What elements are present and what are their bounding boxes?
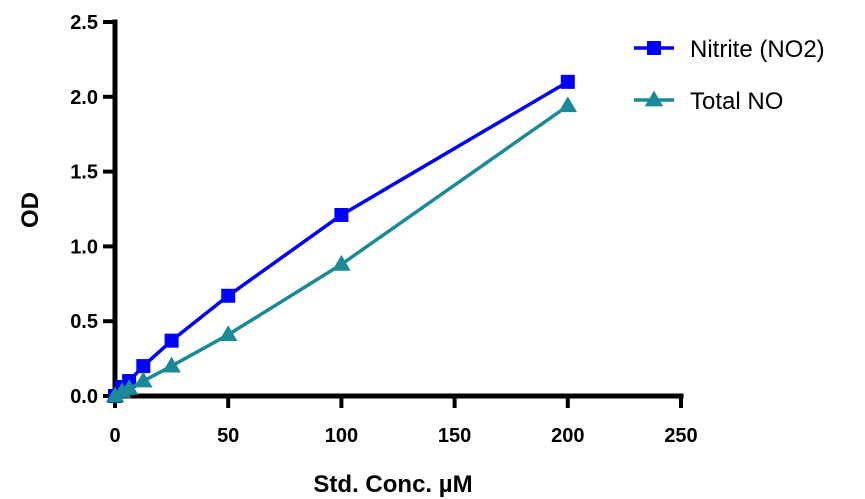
series-layer (105, 74, 578, 403)
data-point (134, 371, 153, 388)
data-point (119, 379, 139, 395)
legend-item: Total NO (634, 88, 783, 115)
legend-item: Nitrite (NO2) (634, 36, 825, 63)
legend-marker (647, 41, 661, 55)
data-point (218, 325, 238, 342)
series-line (114, 104, 569, 398)
data-point (221, 288, 236, 303)
y-tick-label: 2.5 (70, 12, 98, 34)
legend-label: Total NO (690, 88, 783, 115)
legend-label: Nitrite (NO2) (690, 36, 825, 63)
series-line (113, 80, 569, 398)
data-point (162, 356, 181, 373)
y-axis-title: OD (17, 192, 44, 228)
legend-marker (644, 90, 664, 107)
data-point (332, 254, 351, 271)
x-tick-label: 250 (664, 425, 697, 447)
x-tick-label: 150 (438, 425, 471, 447)
data-point (334, 207, 349, 222)
series-1 (108, 74, 575, 403)
y-tick-label: 1.5 (70, 162, 98, 184)
x-tick-label: 200 (551, 425, 584, 447)
y-tick-label: 0.0 (70, 386, 98, 408)
series-2 (105, 96, 578, 403)
x-axis-title: Std. Conc. µM (313, 471, 472, 498)
x-tick-label: 50 (217, 425, 239, 447)
data-point (164, 333, 179, 348)
y-tick-label: 0.5 (70, 311, 98, 333)
x-tick-label: 0 (109, 425, 120, 447)
data-point (560, 74, 575, 89)
x-tick-label: 100 (325, 425, 358, 447)
y-tick-label: 2.0 (70, 87, 98, 109)
y-tick-label: 1.0 (70, 236, 98, 258)
legend: Nitrite (NO2) Total NO (634, 36, 825, 115)
axes: 0 50 100 150 200 250 0.0 0.5 1.0 1.5 2.0 2.5 (70, 12, 698, 447)
data-point (558, 96, 578, 113)
data-point (136, 359, 151, 374)
